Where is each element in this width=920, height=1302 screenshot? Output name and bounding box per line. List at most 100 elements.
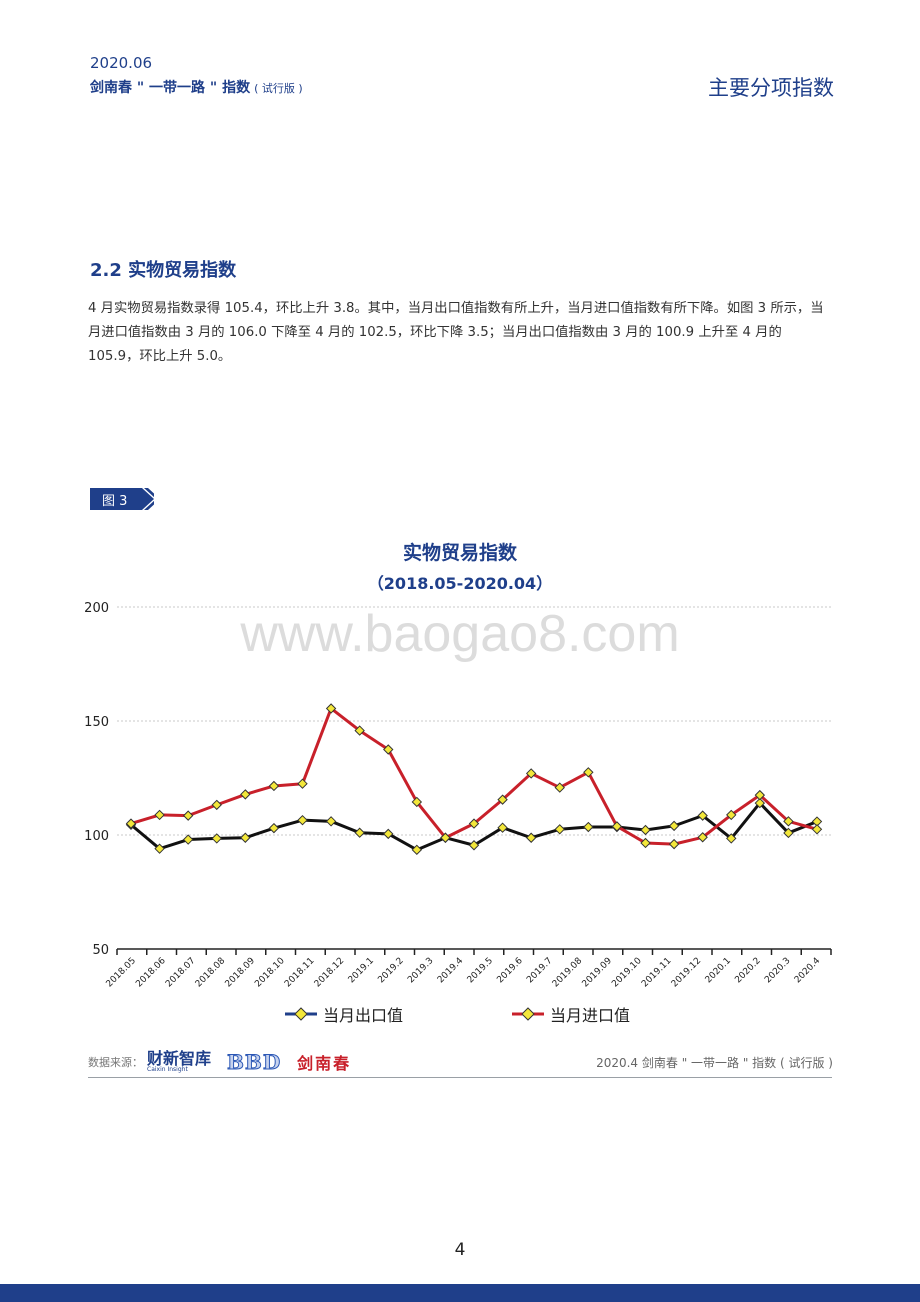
bbd-logo: BBD <box>227 1050 282 1075</box>
data-point <box>726 833 737 844</box>
x-tick-label: 2019.3 <box>406 956 435 985</box>
data-point <box>783 816 794 827</box>
data-point <box>611 821 623 832</box>
header-date: 2020.06 <box>90 54 153 72</box>
data-point <box>668 838 680 850</box>
x-tick-label: 2019.2 <box>376 956 405 985</box>
header-subtitle-note: ( 试行版 ) <box>254 82 303 95</box>
data-point <box>583 767 594 778</box>
x-tick-label: 2018.07 <box>164 956 197 989</box>
data-point <box>640 824 651 836</box>
data-point <box>354 725 365 736</box>
x-tick-label: 2018.09 <box>224 956 258 990</box>
data-point <box>325 703 337 714</box>
chart-title: 实物贸易指数 <box>402 542 517 564</box>
data-point <box>411 844 423 856</box>
x-tick-label: 2019.09 <box>581 956 615 990</box>
x-tick-label: 2018.10 <box>253 956 287 990</box>
x-tick-label: 2018.08 <box>194 956 228 990</box>
source-divider <box>88 1077 832 1078</box>
y-tick-label: 150 <box>84 715 109 730</box>
legend-item-import: 当月进口值 <box>512 1002 630 1026</box>
figure-tag: 图 3 <box>90 488 154 510</box>
legend-marker-export <box>285 1007 317 1021</box>
data-point <box>697 810 708 821</box>
x-tick-label: 2019.10 <box>610 956 644 990</box>
x-tick-label: 2018.05 <box>105 956 138 989</box>
data-point <box>383 828 394 840</box>
data-point <box>497 794 508 805</box>
x-tick-label: 2020.1 <box>704 956 733 985</box>
y-tick-label: 200 <box>84 601 109 616</box>
x-tick-label: 2019.08 <box>551 956 585 990</box>
x-tick-label: 2019.6 <box>495 956 525 986</box>
watermark: www.baogao8.com <box>240 605 680 663</box>
data-point <box>554 824 565 835</box>
data-point <box>497 822 508 833</box>
data-point <box>468 818 480 829</box>
data-point <box>268 822 280 834</box>
data-point <box>525 832 537 843</box>
data-point <box>325 816 337 827</box>
data-point <box>240 832 251 843</box>
x-tick-label: 2018.06 <box>134 956 168 990</box>
y-tick-label: 50 <box>92 943 109 958</box>
line-chart: 200150100502018.052018.062018.072018.082… <box>84 601 832 990</box>
data-point <box>583 821 594 833</box>
data-point <box>440 832 451 843</box>
data-point <box>268 780 280 792</box>
x-tick-label: 2019.11 <box>640 956 673 989</box>
x-tick-label: 2019.4 <box>436 956 466 986</box>
data-point <box>783 827 794 839</box>
y-tick-label: 100 <box>84 829 109 844</box>
data-point <box>754 789 766 801</box>
caixin-logo-text: 财新智库 <box>147 1048 212 1068</box>
legend-item-export: 当月出口值 <box>285 1002 403 1026</box>
data-point <box>640 837 651 849</box>
source-row: 数据来源： 财新智库 Caixin Insight BBD 剑南春 <box>88 1048 352 1075</box>
legend-marker-import <box>512 1007 544 1021</box>
x-tick-label: 2020.3 <box>763 956 792 985</box>
x-tick-label: 2019.12 <box>670 956 703 989</box>
data-point <box>154 843 165 854</box>
legend-label-import: 当月进口值 <box>550 1006 631 1025</box>
report-name: 2020.4 剑南春 " 一带一路 " 指数 ( 试行版 ) <box>596 1056 833 1070</box>
data-point <box>182 810 194 821</box>
x-tick-label: 2018.11 <box>283 956 316 989</box>
data-point <box>182 834 194 845</box>
x-tick-label: 2019.5 <box>466 956 495 985</box>
data-point <box>154 809 165 821</box>
data-point <box>754 797 766 809</box>
data-point <box>525 768 537 779</box>
x-tick-label: 2020.4 <box>793 956 823 986</box>
x-tick-label: 2019.7 <box>525 956 554 985</box>
data-point <box>411 796 423 808</box>
legend-label-export: 当月出口值 <box>323 1006 404 1025</box>
data-point <box>125 818 137 829</box>
header-subtitle: 剑南春 " 一带一路 " 指数( 试行版 ) <box>90 77 303 97</box>
figure-tag-label: 图 3 <box>102 494 128 509</box>
data-point <box>811 824 823 835</box>
page-number: 4 <box>454 1240 466 1260</box>
header-subtitle-text: 剑南春 " 一带一路 " 指数 <box>90 80 251 96</box>
figure-tag-shape <box>90 488 154 510</box>
data-point <box>668 820 680 832</box>
data-point <box>211 833 222 844</box>
data-point <box>383 744 394 755</box>
x-tick-label: 2018.12 <box>313 956 346 989</box>
jiannanchun-logo: 剑南春 <box>297 1054 352 1073</box>
data-point <box>354 827 365 838</box>
x-tick-label: 2020.2 <box>733 956 762 985</box>
caixin-logo-sub: Caixin Insight <box>147 1065 188 1073</box>
data-point <box>297 778 308 789</box>
data-point <box>726 809 737 821</box>
footer-bar <box>0 1284 920 1302</box>
data-point <box>468 840 480 851</box>
data-point <box>297 814 308 826</box>
section-title: 2.2 实物贸易指数 <box>90 260 237 281</box>
caixin-logo: 财新智库 Caixin Insight <box>147 1048 212 1073</box>
x-tick-label: 2019.1 <box>347 956 376 985</box>
chart-subtitle: （2018.05-2020.04） <box>367 574 553 593</box>
data-point <box>554 782 565 793</box>
data-point <box>697 832 708 843</box>
